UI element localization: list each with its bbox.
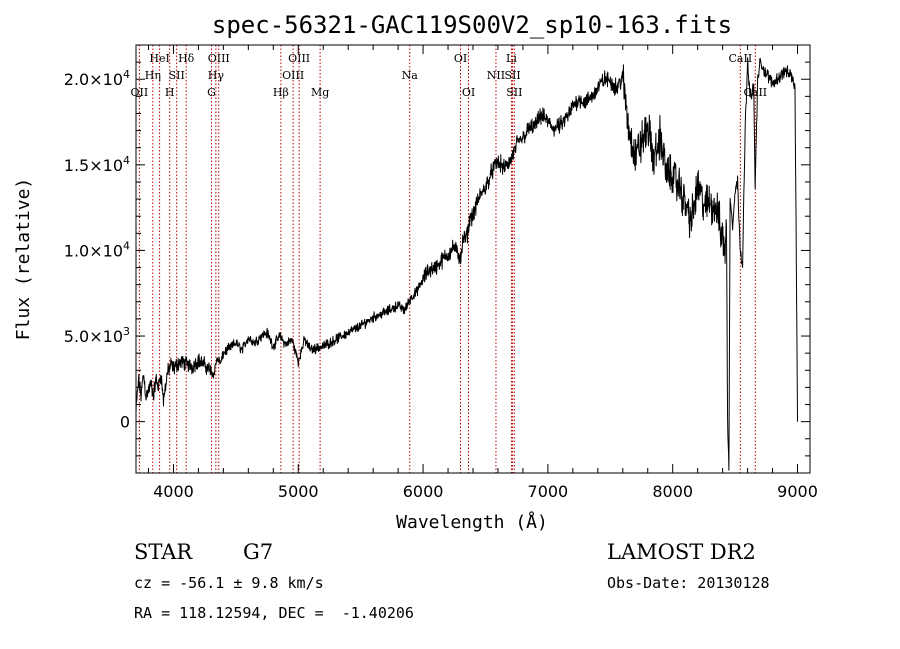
x-tick-label: 9000 xyxy=(777,482,818,501)
y-axis-label: Flux (relative) xyxy=(13,178,34,341)
line-marker-label: SII xyxy=(169,69,185,82)
x-tick-label: 5000 xyxy=(278,482,319,501)
y-tick-label: 0 xyxy=(120,413,130,432)
y-tick-label: 1.0×104 xyxy=(64,239,130,260)
line-marker-label: SII xyxy=(504,69,520,82)
line-marker-label: Li xyxy=(506,52,517,65)
line-marker-label: Na xyxy=(402,69,419,82)
y-axis: 0 5.0×103 1.0×104 1.5×104 2.0×104 xyxy=(64,44,810,457)
chart-title: spec-56321-GAC119S00V2_sp10-163.fits xyxy=(212,11,732,39)
x-axis-label: Wavelength (Å) xyxy=(396,511,548,533)
line-marker-label: H xyxy=(165,86,175,99)
line-marker-label: OIII xyxy=(282,69,304,82)
line-marker-label: NII xyxy=(487,69,505,82)
redshift-line: cz = -56.1 ± 9.8 km/s xyxy=(134,574,324,592)
x-tick-label: 4000 xyxy=(153,482,194,501)
line-marker-label: Hη xyxy=(145,69,161,82)
line-marker-label: Hδ xyxy=(178,52,195,65)
line-marker-label: HeI xyxy=(149,52,169,65)
survey-label: LAMOST DR2 xyxy=(607,540,756,564)
object-subclass: G7 xyxy=(243,540,274,564)
line-marker-label: OI xyxy=(454,52,467,65)
y-tick-label: 1.5×104 xyxy=(64,154,130,175)
line-marker-label: SII xyxy=(506,86,522,99)
coordinates-line: RA = 118.12594, DEC = -1.40206 xyxy=(134,604,414,622)
line-marker-label: Hβ xyxy=(273,86,289,99)
spectrum-line xyxy=(135,57,798,471)
line-marker-label: G xyxy=(207,86,216,99)
line-marker-label: CaII xyxy=(729,52,753,65)
line-marker-label: OI xyxy=(462,86,475,99)
line-marker-label: Hγ xyxy=(208,69,225,82)
line-marker-labels: OII Hη HeI H SII Hδ G Hγ OIII Hβ OIII OIII Mg Na OI OI N… xyxy=(131,52,768,99)
object-class: STAR xyxy=(134,540,193,564)
obs-date-line: Obs-Date: 20130128 xyxy=(607,574,770,592)
plot-frame xyxy=(135,44,811,474)
line-marker-label: OII xyxy=(131,86,149,99)
x-axis: 4000 5000 6000 7000 8000 9000 xyxy=(147,45,818,501)
y-tick-label: 2.0×104 xyxy=(64,68,130,89)
x-tick-label: 8000 xyxy=(652,482,693,501)
line-marker-label: OIII xyxy=(288,52,310,65)
line-marker-label: Mg xyxy=(311,86,329,99)
x-tick-label: 7000 xyxy=(528,482,569,501)
line-marker-label: OIII xyxy=(208,52,230,65)
x-tick-label: 6000 xyxy=(403,482,444,501)
y-tick-label: 5.0×103 xyxy=(64,325,130,346)
